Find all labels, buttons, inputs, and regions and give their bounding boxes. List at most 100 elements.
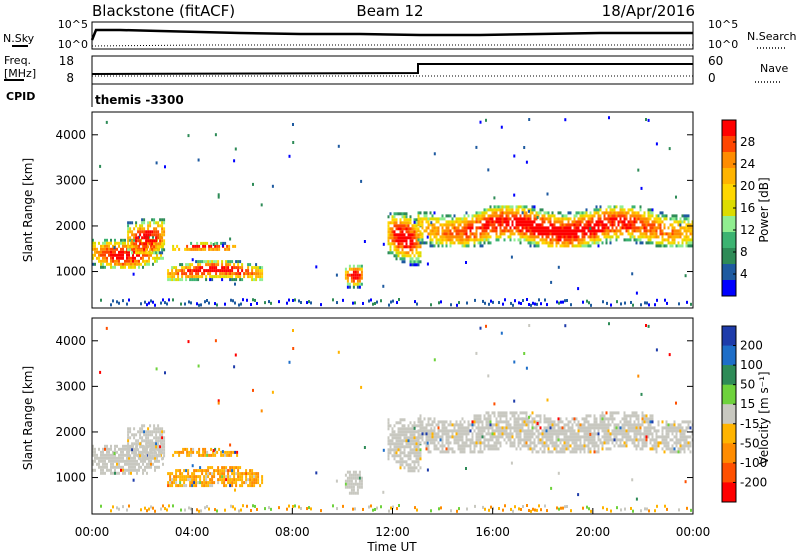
echo-cell: [231, 472, 234, 476]
echo-cell: [535, 435, 538, 439]
echo-cell: [415, 245, 418, 249]
echo-cell: [461, 450, 464, 454]
echo-cell: [499, 205, 502, 209]
echo-cell: [481, 441, 484, 445]
echo-cell: [348, 473, 351, 477]
echo-cell: [395, 212, 398, 216]
clutter-cell: [582, 300, 584, 304]
echo-cell: [151, 448, 154, 452]
echo-cell: [94, 450, 96, 454]
echo-cell: [415, 445, 418, 449]
echo-cell: [601, 423, 604, 427]
echo-cell: [475, 226, 478, 230]
echo-cell: [627, 429, 630, 433]
echo-cell: [445, 244, 448, 248]
echo-cell: [605, 432, 608, 436]
echo-cell: [211, 472, 214, 476]
echo-cell: [549, 214, 552, 218]
echo-cell: [110, 444, 112, 448]
echo-cell: [635, 226, 638, 230]
echo-cell: [593, 226, 596, 230]
echo-cell: [489, 435, 492, 439]
echo-cell: [387, 236, 390, 240]
echo-cell: [249, 472, 252, 476]
echo-cell: [567, 438, 570, 442]
echo-cell: [141, 224, 144, 228]
colorbar-swatch: [722, 264, 736, 281]
echo-cell: [145, 445, 148, 449]
echo-cell: [421, 238, 424, 242]
echo-cell: [147, 436, 150, 440]
echo-cell: [451, 432, 454, 436]
echo-cell: [417, 214, 420, 218]
echo-cell: [537, 438, 540, 442]
echo-cell: [589, 429, 592, 433]
echo-cell: [451, 429, 454, 433]
echo-cell: [185, 272, 188, 276]
echo-cell: [509, 226, 512, 230]
echo-cell: [399, 442, 402, 446]
echo-cell: [581, 244, 584, 248]
echo-cell: [543, 241, 546, 245]
echo-cell: [463, 226, 466, 230]
echo-cell: [475, 417, 478, 421]
echo-cell: [413, 460, 416, 464]
clutter-cell: [224, 302, 226, 306]
echo-cell: [181, 478, 184, 482]
echo-cell: [593, 423, 596, 427]
freq-panel: Freq. [MHz] 18 8 60 0 Nave: [4, 54, 788, 85]
echo-cell: [603, 217, 606, 221]
echo-cell: [139, 430, 142, 434]
echo-cell: [98, 256, 100, 260]
echo-cell: [659, 211, 662, 215]
echo-cell: [175, 475, 178, 479]
echo-cell: [505, 441, 508, 445]
echo-cell: [559, 244, 562, 248]
echo-cell: [417, 236, 420, 240]
scatter-cell: [528, 118, 531, 121]
echo-cell: [595, 238, 598, 242]
scatter-cell: [655, 142, 658, 146]
echo-cell: [155, 248, 158, 252]
echo-cell: [559, 220, 562, 224]
echo-cell: [439, 429, 442, 433]
echo-cell: [631, 423, 634, 427]
echo-cell: [155, 242, 158, 246]
echo-cell: [573, 432, 576, 436]
echo-cell: [419, 417, 422, 421]
echo-cell: [669, 429, 672, 433]
echo-cell: [567, 211, 570, 215]
echo-cell: [645, 429, 648, 433]
echo-cell: [493, 211, 496, 215]
echo-cell: [128, 253, 130, 257]
clutter-cell: [162, 504, 164, 508]
echo-cell: [561, 420, 564, 424]
echo-cell: [637, 429, 640, 433]
clutter-cell: [540, 508, 542, 512]
echo-cell: [641, 226, 644, 230]
echo-cell: [527, 417, 530, 421]
echo-cell: [425, 435, 428, 439]
echo-cell: [193, 472, 196, 476]
echo-cell: [189, 275, 192, 279]
echo-cell: [647, 432, 650, 436]
echo-cell: [665, 429, 668, 433]
echo-cell: [389, 448, 392, 452]
echo-cell: [421, 223, 424, 227]
echo-cell: [433, 429, 436, 433]
echo-cell: [199, 481, 202, 485]
echo-cell: [100, 459, 102, 463]
echo-cell: [485, 417, 488, 421]
echo-cell: [167, 484, 170, 488]
echo-cell: [411, 263, 414, 267]
echo-cell: [391, 433, 394, 437]
echo-cell: [521, 429, 524, 433]
echo-cell: [188, 247, 191, 251]
echo-cell: [407, 254, 410, 258]
echo-cell: [651, 235, 654, 239]
echo-cell: [178, 247, 181, 251]
echo-cell: [457, 220, 460, 224]
clutter-cell: [556, 300, 558, 304]
echo-cell: [159, 454, 162, 458]
echo-cell: [236, 453, 239, 457]
